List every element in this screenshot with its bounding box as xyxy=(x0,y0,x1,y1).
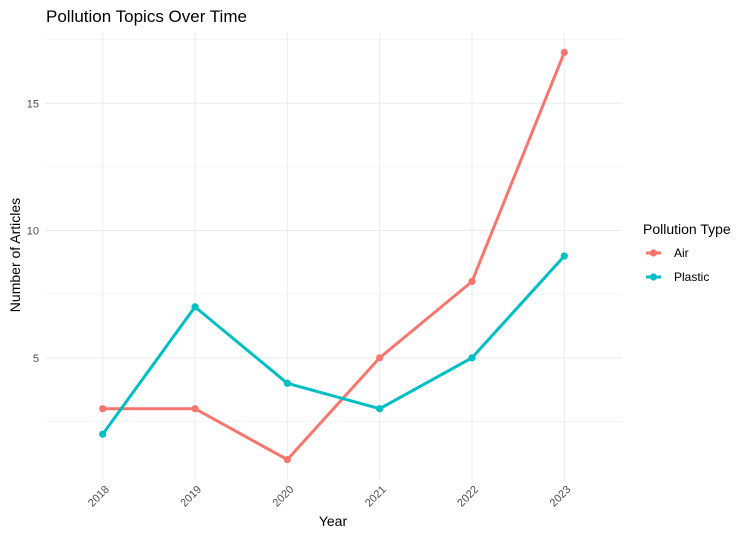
series-line-plastic xyxy=(101,254,566,436)
data-point-air xyxy=(560,48,568,56)
grid xyxy=(45,32,622,480)
legend-label-plastic: Plastic xyxy=(674,270,709,284)
data-point-plastic xyxy=(191,303,199,311)
x-tick-label: 2018 xyxy=(86,484,112,510)
x-tick-label: 2020 xyxy=(271,484,297,510)
x-tick-label: 2022 xyxy=(455,484,481,510)
y-axis-title: Number of Articles xyxy=(7,198,23,312)
series-layer xyxy=(99,48,568,464)
chart-title: Pollution Topics Over Time xyxy=(46,7,247,26)
y-tick-label: 15 xyxy=(27,98,39,110)
legend-key-point-air xyxy=(649,249,658,257)
x-tick-label: 2019 xyxy=(178,484,204,510)
data-point-plastic xyxy=(283,379,291,387)
data-point-plastic xyxy=(376,405,384,413)
x-axis-title: Year xyxy=(319,513,348,529)
x-tick-label: 2021 xyxy=(363,484,389,510)
y-axis-ticks: 5 10 15 xyxy=(27,98,39,365)
legend-title: Pollution Type xyxy=(643,221,731,237)
data-point-air xyxy=(376,354,384,362)
data-point-air xyxy=(468,277,476,286)
data-point-plastic xyxy=(99,430,107,438)
data-point-air xyxy=(283,456,291,464)
x-axis-ticks: 2018 2019 2020 2021 2022 2023 xyxy=(86,484,573,510)
data-point-air xyxy=(191,405,199,413)
legend-key-point-plastic xyxy=(649,273,658,281)
series-line-air xyxy=(101,50,566,462)
legend-label-air: Air xyxy=(674,246,689,260)
y-tick-label: 10 xyxy=(27,226,39,238)
x-tick-label: 2023 xyxy=(548,484,574,510)
legend: Pollution Type Air Plastic xyxy=(643,221,731,284)
data-point-plastic xyxy=(560,252,568,260)
data-point-air xyxy=(99,405,107,413)
y-tick-label: 5 xyxy=(33,353,39,365)
data-point-plastic xyxy=(468,354,476,362)
